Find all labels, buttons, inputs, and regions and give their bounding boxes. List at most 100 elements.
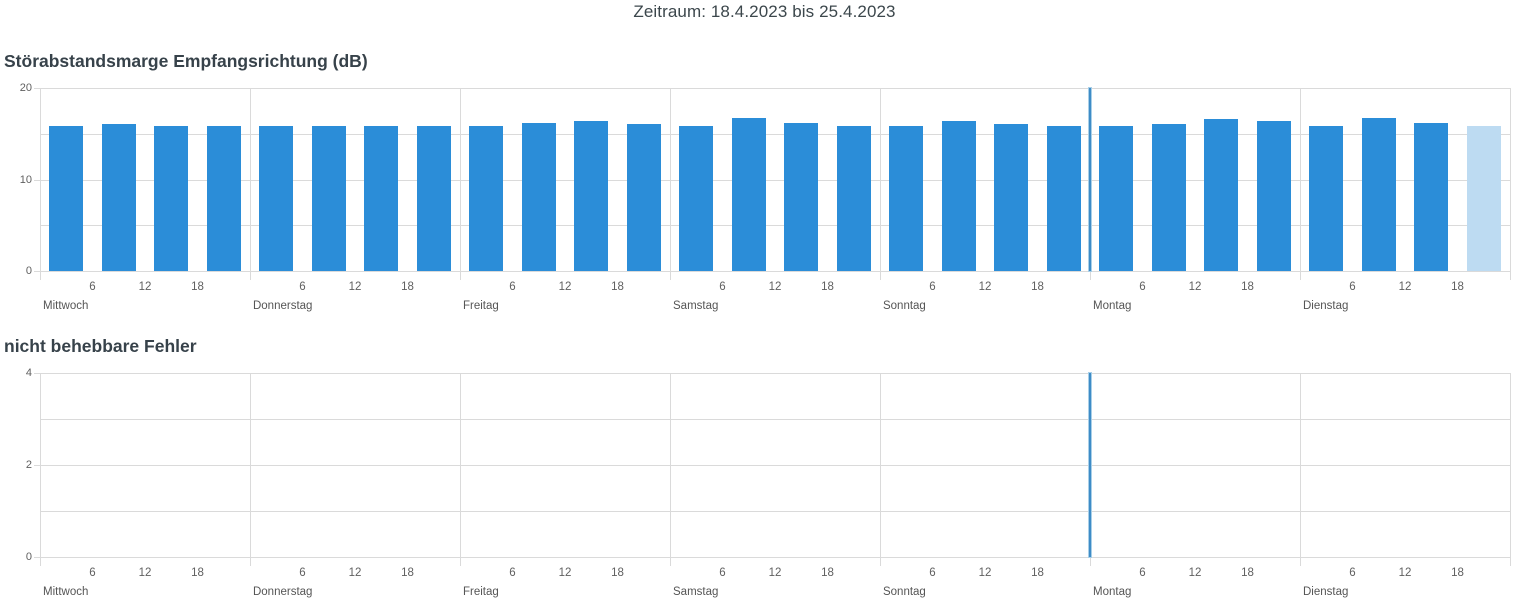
x-axis-hour-label: 12: [348, 567, 362, 579]
gridline: [40, 465, 1510, 466]
snr-margin-plot-area[interactable]: 0 10 20 Mittwoch 6 12 18 Donnerstag 6 12 18 Freitag…: [20, 82, 1511, 312]
data-bar[interactable]: [101, 123, 136, 271]
day-boundary-line: [1300, 88, 1301, 280]
current-time-marker-line: [1089, 373, 1091, 557]
day-boundary-line: [880, 373, 881, 566]
x-axis-hour-label: 18: [611, 567, 624, 579]
data-bar[interactable]: [626, 123, 661, 271]
data-bar[interactable]: [784, 122, 819, 271]
x-axis-hour-label: 6: [719, 281, 726, 293]
x-axis-day-label: Sonntag: [882, 300, 926, 312]
data-bar[interactable]: [1309, 125, 1344, 271]
data-bar[interactable]: [574, 120, 609, 271]
x-axis-hour-label: 18: [611, 281, 624, 293]
x-axis-hour-label: 6: [929, 281, 936, 293]
data-bar[interactable]: [1414, 122, 1449, 271]
day-boundary-line: [460, 88, 461, 280]
x-axis-hour-label: 18: [191, 281, 204, 293]
data-bar[interactable]: [1361, 118, 1396, 271]
day-boundary-line: [250, 373, 251, 566]
x-axis-hour-label: 12: [768, 567, 782, 579]
x-axis-hour-label: 18: [821, 567, 834, 579]
data-bar[interactable]: [889, 125, 924, 271]
x-axis-hour-label: 12: [1398, 567, 1412, 579]
data-bar[interactable]: [1204, 119, 1239, 271]
x-axis-hour-label: 18: [191, 567, 204, 579]
gridline: [40, 511, 1510, 512]
x-axis-day-label: Mittwoch: [43, 586, 89, 598]
x-axis-day-label: Montag: [1093, 300, 1132, 312]
data-bar[interactable]: [1046, 125, 1081, 271]
data-bar[interactable]: [469, 125, 504, 271]
x-axis-day-label: Freitag: [462, 300, 499, 312]
y-axis-tick-label: 0: [25, 265, 32, 277]
x-axis-hour-label: 12: [348, 281, 362, 293]
y-axis-tick-mark: [34, 271, 40, 272]
gridline: [40, 133, 1510, 135]
day-boundary-line: [1300, 373, 1301, 566]
x-axis-hour-label: 12: [558, 281, 572, 293]
x-axis-hour-label: 6: [299, 567, 306, 579]
x-axis-hour-label: 18: [821, 281, 834, 293]
data-bar[interactable]: [1256, 120, 1291, 271]
x-axis-day-label: Donnerstag: [252, 300, 313, 312]
x-axis-hour-label: 12: [1188, 567, 1202, 579]
gridline: [40, 179, 1510, 181]
day-boundary-line: [460, 373, 461, 566]
y-axis-tick-mark: [34, 373, 40, 374]
data-bar[interactable]: [154, 125, 189, 271]
data-bar[interactable]: [1466, 125, 1501, 271]
gridline: [40, 88, 1510, 89]
data-bar[interactable]: [206, 125, 241, 271]
x-axis-hour-label: 18: [1241, 567, 1254, 579]
data-bar[interactable]: [836, 125, 871, 271]
data-bar[interactable]: [941, 120, 976, 271]
data-bar[interactable]: [679, 125, 714, 271]
x-axis-hour-label: 6: [719, 567, 726, 579]
data-bar[interactable]: [49, 125, 84, 271]
uncorrectable-errors-plot-area[interactable]: 0 2 4 Mittwoch 6 12 18 Donnerstag 6 12 18 Freitag 6 1…: [26, 367, 1511, 598]
x-axis-hour-label: 6: [89, 281, 96, 293]
data-bar[interactable]: [416, 125, 451, 271]
day-boundary-line: [880, 88, 881, 280]
data-bar[interactable]: [1151, 123, 1186, 271]
x-axis-hour-label: 18: [1451, 281, 1464, 293]
data-bar[interactable]: [994, 123, 1029, 271]
data-bar[interactable]: [259, 125, 294, 271]
x-axis-hour-label: 6: [89, 567, 96, 579]
x-axis-hour-label: 12: [1188, 281, 1202, 293]
x-axis-hour-label: 12: [768, 281, 782, 293]
x-axis-day-label: Dienstag: [1303, 586, 1349, 598]
x-axis-hour-label: 12: [558, 567, 572, 579]
x-axis-hour-label: 6: [1139, 567, 1146, 579]
y-axis-tick-label: 20: [19, 82, 32, 94]
y-axis-line: [40, 88, 41, 280]
y-axis-tick-label: 4: [25, 367, 32, 379]
y-axis-tick-label: 2: [25, 459, 32, 471]
x-axis-day-label: Sonntag: [882, 586, 926, 598]
x-axis-hour-label: 6: [509, 567, 516, 579]
x-axis-hour-label: 6: [299, 281, 306, 293]
data-bar[interactable]: [521, 122, 556, 271]
gridline: [40, 557, 1510, 558]
data-bar[interactable]: [311, 125, 346, 271]
gridline: [40, 373, 1510, 374]
x-axis-hour-label: 12: [138, 567, 152, 579]
chart-title-uncorrectable-errors: nicht behebbare Fehler: [4, 336, 197, 356]
data-bar[interactable]: [731, 118, 766, 271]
y-axis-tick-mark: [34, 179, 40, 181]
chart-title-snr-margin: Störabstandsmarge Empfangsrichtung (dB): [4, 51, 368, 71]
gridline: [40, 419, 1510, 420]
x-axis-hour-label: 6: [509, 281, 516, 293]
data-bar[interactable]: [364, 125, 399, 271]
x-axis-day-label: Mittwoch: [43, 300, 89, 312]
x-axis-hour-label: 18: [1031, 567, 1044, 579]
current-time-marker-line: [1089, 88, 1091, 271]
x-axis-hour-label: 18: [1031, 281, 1044, 293]
day-boundary-line: [1510, 373, 1511, 566]
y-axis-tick-label: 0: [25, 551, 32, 563]
day-boundary-line: [670, 88, 671, 280]
page-title-period: Zeitraum: 18.4.2023 bis 25.4.2023: [633, 2, 896, 21]
data-bar[interactable]: [1099, 125, 1134, 271]
